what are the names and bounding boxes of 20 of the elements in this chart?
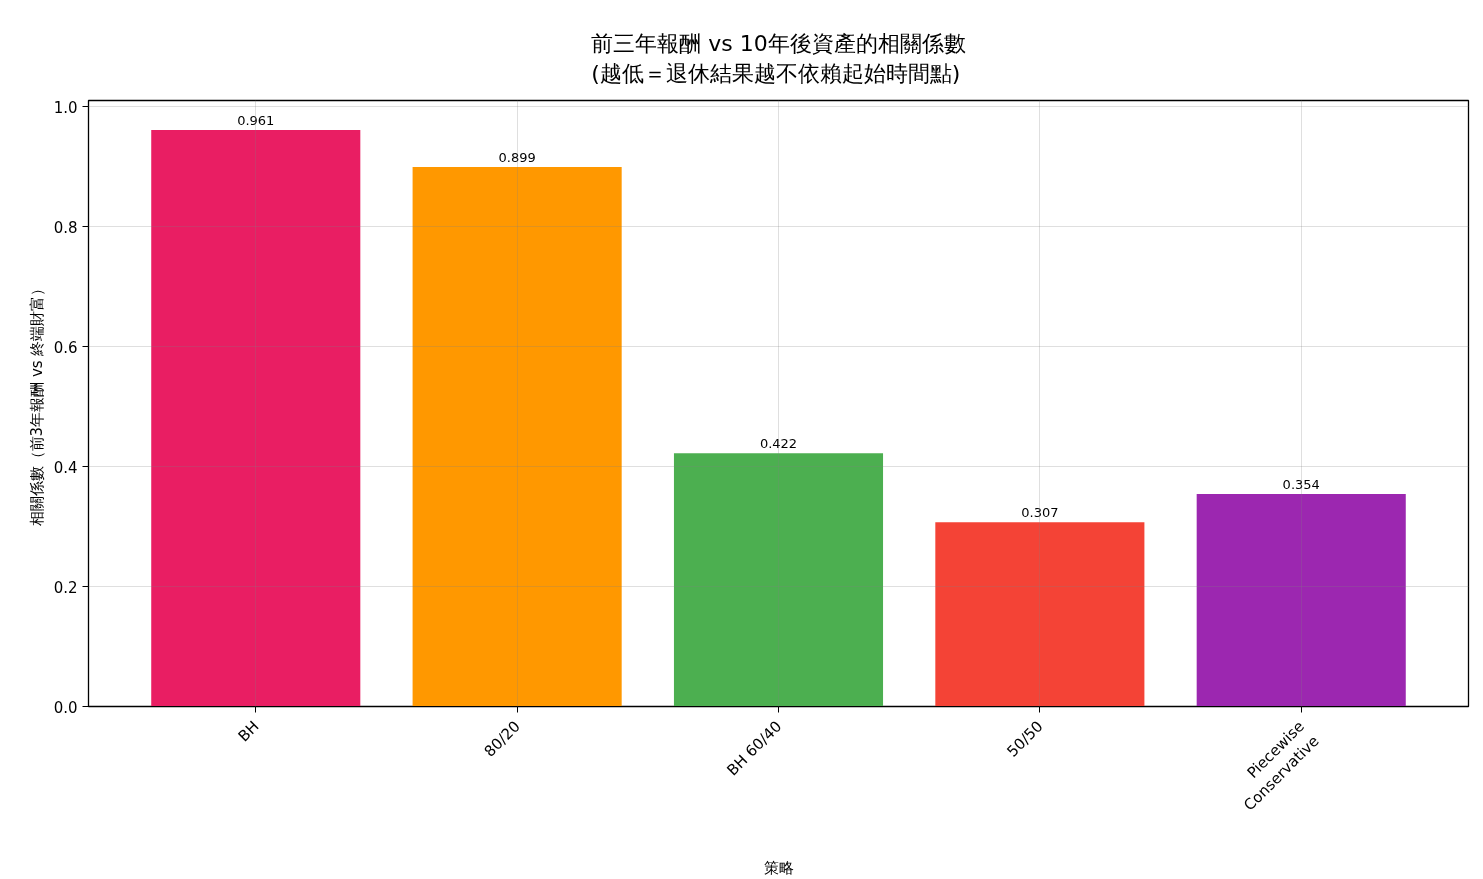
data-label: 0.422	[759, 436, 798, 452]
y-tick-label: 0.8	[53, 218, 78, 237]
bar	[935, 522, 1145, 707]
data-label: 0.307	[1021, 505, 1059, 521]
chart-title: 前三年報酬 vs 10年後資產的相關係數 (越低＝退休結果越不依賴起始時間點)	[591, 30, 966, 86]
y-tick-label: 0.2	[53, 578, 78, 597]
x-axis-title: 策略	[763, 858, 794, 877]
bar	[412, 167, 622, 707]
y-tick-label: 0.6	[53, 338, 78, 357]
bar	[151, 129, 361, 707]
y-tick-label: 1.0	[53, 98, 78, 117]
data-label: 0.961	[237, 112, 275, 128]
y-tick-label: 0.0	[53, 698, 78, 717]
y-axis-title: 相關係數（前3年報酬 vs 終端財富）	[27, 280, 46, 527]
bar	[1196, 494, 1406, 707]
data-label: 0.354	[1282, 477, 1320, 493]
y-tick-label: 0.4	[53, 458, 78, 477]
x-tick-label: BH	[234, 717, 263, 746]
data-label: 0.899	[498, 150, 536, 166]
bar	[673, 453, 884, 707]
